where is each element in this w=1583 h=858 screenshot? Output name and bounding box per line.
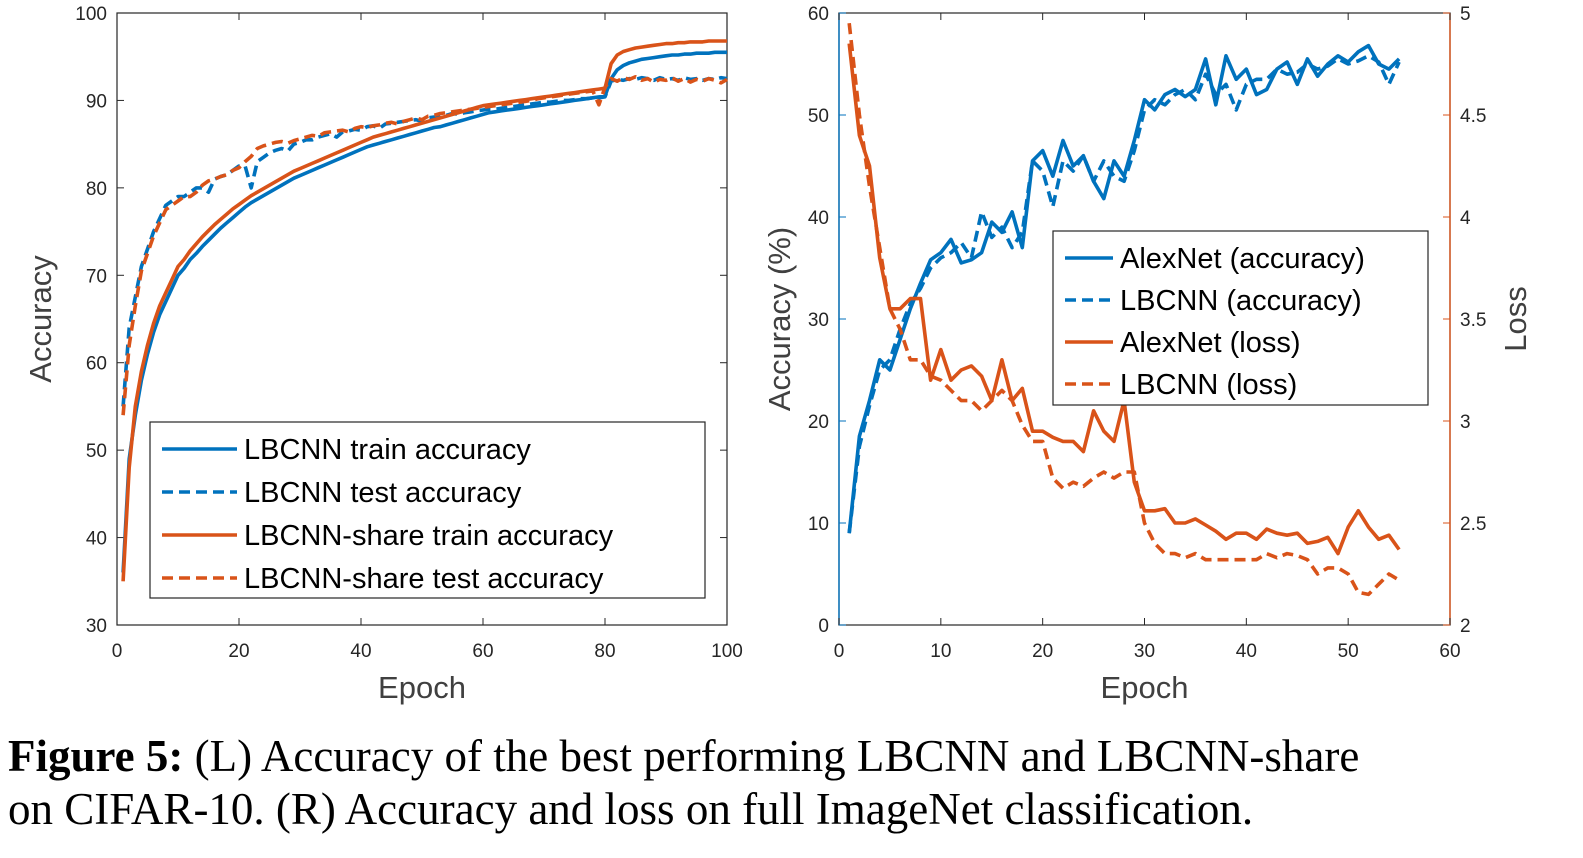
- y-tick-label: 40: [808, 208, 829, 229]
- legend-box: [149, 421, 706, 599]
- y-tick-label: 30: [86, 616, 107, 637]
- x-tick-label: 20: [1032, 641, 1053, 662]
- y-tick-label: 100: [75, 4, 107, 25]
- figure-caption: Figure 5: (L) Accuracy of the best perfo…: [8, 730, 1578, 836]
- x-tick-label: 100: [711, 641, 743, 662]
- x-tick-label: 10: [930, 641, 951, 662]
- y-tick-label: 50: [808, 106, 829, 127]
- series-line-2: [847, 53, 1401, 534]
- x-tick-label: 40: [1236, 641, 1257, 662]
- y-right-tick-label: 2.5: [1460, 514, 1486, 535]
- y-right-tick-label: 3.5: [1460, 310, 1486, 331]
- series-line-1: [121, 50, 727, 573]
- x-axis-label: Epoch: [378, 670, 466, 705]
- series-line-3: [121, 39, 727, 582]
- x-tick-label: 60: [472, 641, 493, 662]
- legend-label: AlexNet (loss): [1120, 327, 1301, 359]
- legend-label: AlexNet (accuracy): [1120, 243, 1365, 275]
- y-tick-label: 60: [808, 4, 829, 25]
- y-tick-label: 80: [86, 179, 107, 200]
- legend-label: LBCNN (loss): [1120, 369, 1297, 401]
- y-right-tick-label: 5: [1460, 4, 1471, 25]
- legend-label: LBCNN test accuracy: [244, 477, 522, 509]
- y-tick-label: 50: [86, 441, 107, 462]
- series-line-2: [121, 75, 728, 407]
- chart-left: 0 20 40 60 80 100 30 40 50 60 70 80 90 100 Epoch Accura…: [23, 4, 743, 705]
- y-tick-label: 40: [86, 529, 107, 550]
- legend-label: LBCNN (accuracy): [1120, 285, 1362, 317]
- legend-label: LBCNN-share test accuracy: [244, 563, 604, 595]
- figure: 0 20 40 60 80 10030405060708090100EpochAccura…: [23, 4, 1533, 705]
- legend-label: LBCNN train accuracy: [244, 434, 531, 466]
- y-tick-label: 30: [808, 310, 829, 331]
- x-tick-label: 0: [112, 641, 123, 662]
- y-tick-label: 20: [808, 412, 829, 433]
- x-axis-label: Epoch: [1101, 670, 1189, 705]
- x-tick-label: 30: [1134, 641, 1155, 662]
- plot-area: [116, 12, 728, 626]
- legend-label: LBCNN-share train accuracy: [244, 520, 614, 552]
- y-axis-label: Accuracy (%): [762, 227, 797, 411]
- y-tick-label: 0: [818, 616, 829, 637]
- x-tick-label: 0: [834, 641, 845, 662]
- x-tick-label: 60: [1439, 641, 1460, 662]
- x-tick-label: 80: [594, 641, 615, 662]
- y-axis-label: Accuracy: [23, 255, 58, 383]
- x-tick-label: 20: [228, 641, 249, 662]
- y-right-tick-label: 3: [1460, 412, 1471, 433]
- series-line-4: [847, 23, 1401, 597]
- series-line-4: [121, 75, 728, 416]
- y-tick-label: 10: [808, 514, 829, 535]
- y-tick-label: 90: [86, 91, 107, 112]
- caption-text-line2: on CIFAR-10. (R) Accuracy and loss on fu…: [8, 784, 1254, 834]
- y-right-tick-label: 4.5: [1460, 106, 1486, 127]
- x-tick-label: 40: [350, 641, 371, 662]
- y-right-tick-label: 2: [1460, 616, 1471, 637]
- y-right-axis-label: Loss: [1498, 286, 1533, 351]
- legend-box: [1052, 230, 1429, 406]
- legend: AlexNet (accuracy) LBCNN (accuracy) AlexNe…: [1052, 230, 1429, 406]
- caption-label: Figure 5:: [8, 731, 184, 781]
- y-tick-label: 60: [86, 354, 107, 375]
- y-right-tick-label: 4: [1460, 208, 1471, 229]
- caption-text-line1: (L) Accuracy of the best performing LBCN…: [183, 731, 1360, 781]
- x-tick-label: 50: [1338, 641, 1359, 662]
- y-tick-label: 70: [86, 266, 107, 287]
- legend: LBCNN train accuracy LBCNN test accuracy L…: [149, 421, 706, 599]
- chart-right: 0 10 20 30 40 50 60010203040506022.533.544.55E…: [762, 4, 1533, 705]
